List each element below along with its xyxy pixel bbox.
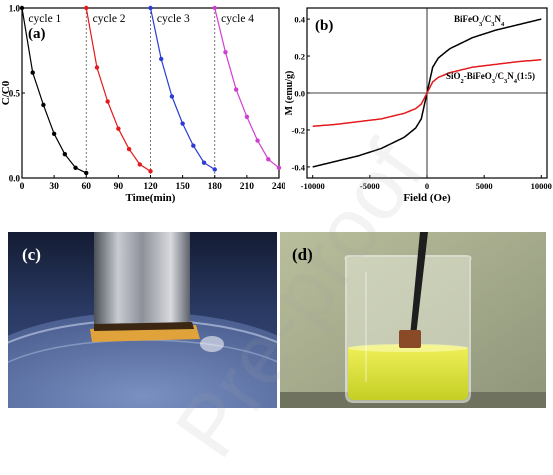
data-point-cycle-4-4	[255, 138, 260, 143]
series-line-cycle-2	[85, 7, 151, 172]
panel-d-photo: (d)	[280, 232, 546, 408]
sample-block	[399, 330, 421, 348]
cycle-label-3: cycle 3	[157, 13, 190, 25]
y-axis-title-a: C/C0	[0, 80, 12, 105]
y-tick-label-b-4: 0.4	[294, 15, 305, 25]
x-tick-label-a-5: 150	[176, 182, 191, 192]
series-line-cycle-4	[214, 7, 280, 169]
x-tick-label-a-4: 120	[143, 182, 158, 192]
data-point-cycle-1-5	[73, 165, 78, 170]
data-point-cycle-3-6	[212, 167, 217, 172]
data-point-cycle-1-1	[30, 70, 35, 75]
series-line-sio2-bifeo3-c3n4	[312, 58, 542, 128]
data-point-cycle-3-4	[191, 143, 196, 148]
x-tick-label-b-1: -5000	[360, 181, 380, 191]
data-point-cycle-3-1	[159, 56, 164, 62]
panel-a-degradation-cycles: cycle 1 cycle 2 cycle 3 cycle 4 (a) 0 30 60 90 12…	[0, 0, 285, 208]
data-point-cycle-1-2	[41, 102, 46, 108]
y-tick-label-b-1: -0.2	[292, 125, 305, 135]
panel-label-b: (b)	[315, 18, 333, 34]
cycle-label-2: cycle 2	[93, 13, 126, 25]
tweezers	[410, 232, 428, 336]
x-tick-label-a-6: 180	[208, 182, 223, 192]
beaker-liquid	[348, 345, 468, 400]
legend-label-bifeo3-c3n4: BiFeO3/C3N4	[454, 14, 505, 28]
data-point-cycle-4-2	[233, 87, 239, 92]
y-tick-label-b-2: 0.0	[294, 89, 305, 99]
y-axis-title-b: M (emu/g)	[285, 71, 295, 116]
data-point-cycle-3-0	[148, 5, 153, 11]
data-point-cycle-2-6	[148, 169, 153, 174]
panel-b-magnetization: (b) -10000 -5000 0 5000 10000 -0.4 -0.2 0.0 0.2 0.…	[285, 0, 553, 208]
x-tick-label-b-3: 5000	[476, 181, 493, 191]
y-tick-label-b-0: -0.4	[292, 162, 306, 172]
y-tick-label-a-0: 0.0	[9, 174, 21, 184]
data-point-cycle-2-4	[126, 146, 132, 152]
data-point-cycle-2-5	[137, 162, 142, 167]
chart-a-svg: cycle 1 cycle 2 cycle 3 cycle 4 (a) 0 30 60 90 12…	[0, 4, 285, 205]
data-point-cycle-2-3	[116, 126, 121, 131]
data-point-cycle-4-6	[276, 165, 282, 170]
data-point-cycle-1-3	[51, 131, 57, 136]
photo-magnet-film: (c)	[8, 232, 277, 408]
x-tick-label-a-0: 0	[20, 182, 25, 192]
label-d: (d)	[292, 245, 313, 264]
data-point-cycle-4-5	[266, 157, 271, 162]
magnet-bar	[94, 232, 190, 324]
cycle-label-1: cycle 1	[28, 13, 61, 25]
x-tick-label-a-1: 30	[49, 182, 59, 192]
data-point-cycle-4-3	[244, 114, 250, 120]
x-tick-label-a-2: 60	[82, 182, 92, 192]
data-point-cycle-1-4	[62, 152, 68, 157]
panel-label-a: (a)	[28, 26, 46, 42]
cycle-label-4: cycle 4	[221, 13, 254, 25]
data-point-cycle-3-5	[201, 160, 207, 165]
x-axis-title-b: Field (Oe)	[403, 192, 451, 204]
x-tick-label-b-4: 10000	[531, 181, 552, 191]
photo-beaker: (d)	[280, 232, 546, 408]
y-tick-label-a-2: 1.0	[9, 4, 21, 14]
y-tick-label-a-1: 0.5	[9, 89, 21, 99]
x-tick-label-b-0: -10000	[301, 181, 325, 191]
data-point-cycle-2-2	[105, 99, 110, 104]
x-tick-label-b-2: 0	[425, 181, 429, 191]
panel-c-photo: (c)	[8, 232, 277, 408]
data-point-cycle-2-0	[84, 5, 89, 11]
series-line-cycle-3	[149, 7, 216, 171]
legend-label-sio2-bifeo3-c3n4: SiO2-BiFeO3/C3N4(1:5)	[446, 71, 535, 85]
data-point-cycle-3-3	[180, 121, 185, 126]
x-tick-label-a-3: 90	[114, 182, 124, 192]
x-tick-label-a-8: 240	[272, 182, 285, 192]
x-tick-label-a-7: 210	[240, 182, 255, 192]
data-point-cycle-4-0	[212, 5, 217, 11]
data-point-cycle-4-1	[223, 50, 228, 55]
data-point-cycle-1-6	[84, 170, 89, 176]
data-point-cycle-2-1	[94, 65, 100, 70]
data-point-cycle-3-2	[169, 94, 175, 99]
chart-b-svg: (b) -10000 -5000 0 5000 10000 -0.4 -0.2 0.0 0.2 0.…	[285, 7, 552, 204]
y-tick-label-b-3: 0.2	[294, 52, 305, 62]
label-c: (c)	[22, 245, 41, 264]
data-point-cycle-1-0	[19, 5, 25, 11]
x-axis-title-a: Time(min)	[126, 192, 176, 204]
